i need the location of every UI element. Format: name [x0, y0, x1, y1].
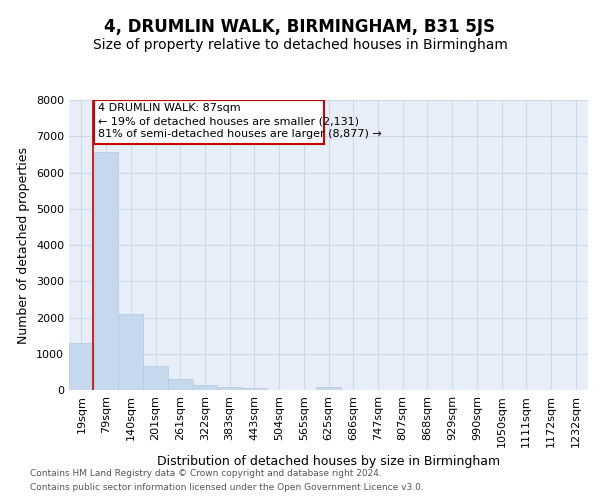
Text: 4 DRUMLIN WALK: 87sqm
← 19% of detached houses are smaller (2,131)
81% of semi-d: 4 DRUMLIN WALK: 87sqm ← 19% of detached …	[98, 103, 382, 140]
Bar	[143, 366, 168, 390]
Bar	[316, 387, 341, 390]
Text: 4, DRUMLIN WALK, BIRMINGHAM, B31 5JS: 4, DRUMLIN WALK, BIRMINGHAM, B31 5JS	[104, 18, 496, 36]
Bar	[69, 342, 94, 390]
Bar	[242, 388, 267, 390]
Text: Contains HM Land Registry data © Crown copyright and database right 2024.: Contains HM Land Registry data © Crown c…	[30, 468, 382, 477]
Text: Contains public sector information licensed under the Open Government Licence v3: Contains public sector information licen…	[30, 484, 424, 492]
Bar	[94, 152, 118, 390]
FancyBboxPatch shape	[94, 100, 323, 144]
X-axis label: Distribution of detached houses by size in Birmingham: Distribution of detached houses by size …	[157, 455, 500, 468]
Text: Size of property relative to detached houses in Birmingham: Size of property relative to detached ho…	[92, 38, 508, 52]
Bar	[217, 388, 242, 390]
Bar	[193, 386, 217, 390]
Bar	[168, 380, 193, 390]
Bar	[118, 314, 143, 390]
Y-axis label: Number of detached properties: Number of detached properties	[17, 146, 31, 344]
